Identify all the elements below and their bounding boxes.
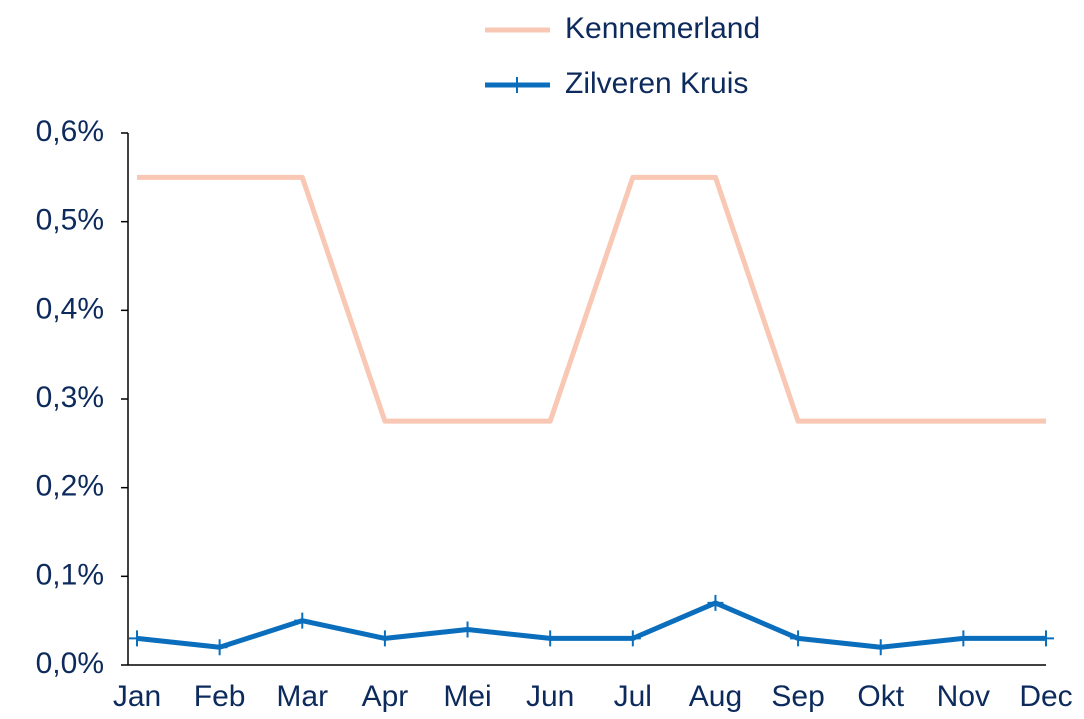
x-tick-label: Jun (526, 680, 574, 713)
series-line (137, 174, 1046, 424)
point-marker (376, 630, 393, 647)
x-tick-label: Apr (362, 680, 409, 713)
x-tick-label: Dec (1019, 680, 1072, 713)
point-marker (624, 630, 641, 647)
x-tick-label: Feb (194, 680, 246, 713)
y-tick-label: 0,2% (36, 470, 104, 503)
y-tick-label: 0,4% (36, 292, 104, 325)
point-marker (707, 594, 724, 611)
y-tick-label: 0,1% (36, 558, 104, 591)
point-marker (459, 621, 476, 638)
point-marker (211, 639, 228, 656)
y-tick-label: 0,6% (36, 115, 104, 148)
point-marker (872, 639, 889, 656)
x-tick-label: Mei (443, 680, 491, 713)
x-tick-label: Okt (857, 680, 904, 713)
y-tick-label: 0,0% (36, 647, 104, 680)
point-marker (542, 630, 559, 647)
y-tick-label: 0,5% (36, 204, 104, 237)
x-tick-label: Mar (276, 680, 328, 713)
point-marker (955, 630, 972, 647)
legend-label: Kennemerland (565, 12, 760, 45)
point-marker (790, 630, 807, 647)
y-tick-label: 0,3% (36, 381, 104, 414)
x-tick-label: Sep (771, 680, 824, 713)
x-tick-label: Jan (113, 680, 161, 713)
legend-label: Zilveren Kruis (565, 67, 748, 100)
point-marker (129, 630, 145, 647)
legend-marker (509, 77, 525, 93)
series-line (136, 600, 1046, 650)
point-marker (294, 612, 311, 629)
x-tick-label: Nov (937, 680, 990, 713)
x-tick-label: Jul (614, 680, 652, 713)
x-tick-label: Aug (689, 680, 742, 713)
point-marker (1038, 630, 1054, 647)
